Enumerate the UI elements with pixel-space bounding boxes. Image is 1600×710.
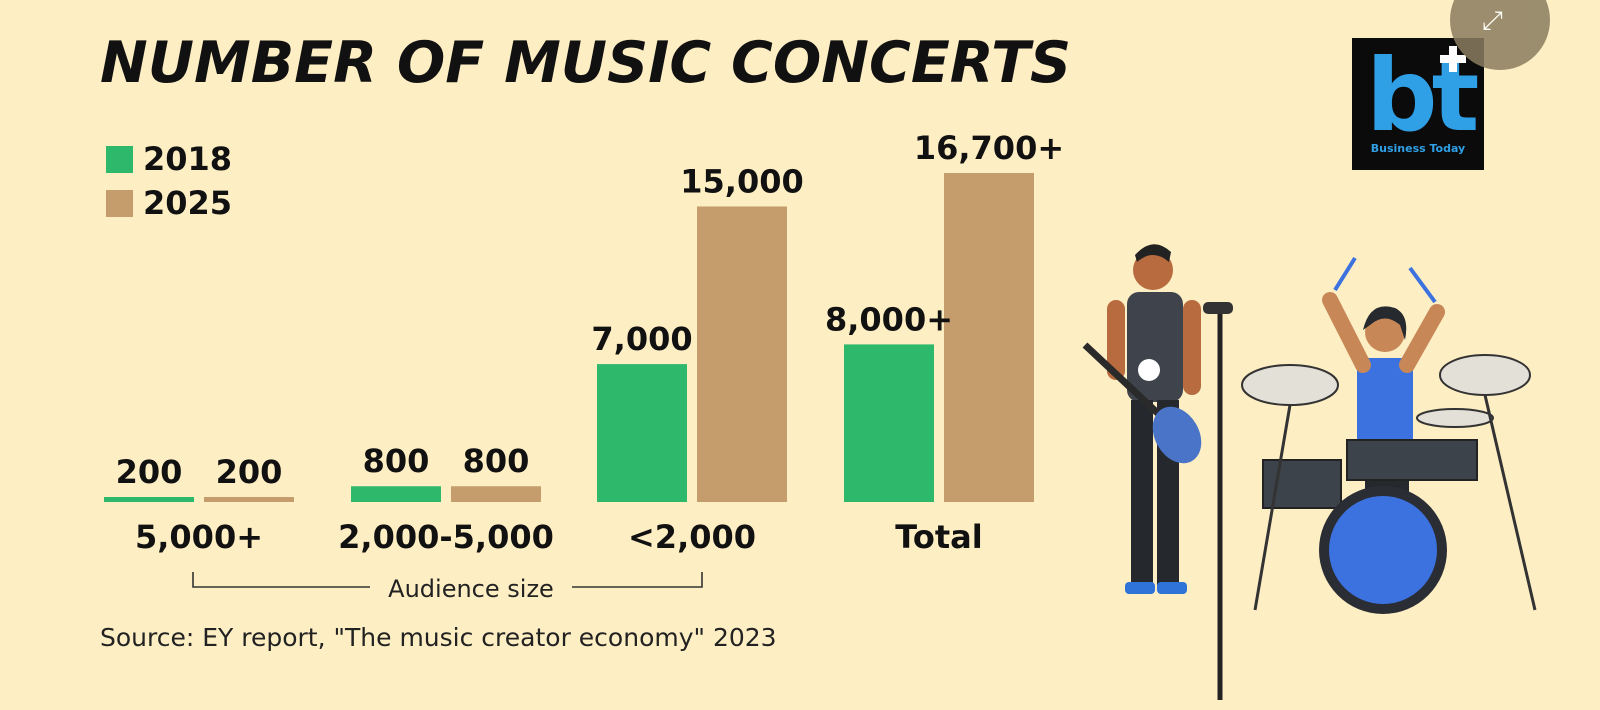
data-label-2018-5-000: 200: [116, 453, 183, 491]
category-label-2-000-5-000: 2,000-5,000: [338, 518, 554, 556]
logo-plus-icon: [1440, 46, 1466, 72]
bar-2025-5-000: [204, 497, 294, 502]
audience-size-bracket: Audience size: [192, 572, 703, 603]
legend: 2018 2025: [106, 137, 232, 225]
business-today-logo: bt Business Today: [1352, 38, 1484, 170]
data-label-2018-2-000: 7,000: [591, 320, 692, 358]
legend-item-2018: 2018: [106, 137, 232, 181]
axis-group-label: Audience size: [388, 575, 554, 603]
bar-2018-2-000: [597, 364, 687, 502]
logo-caption: Business Today: [1370, 142, 1466, 155]
legend-label-2025: 2025: [143, 184, 233, 222]
legend-swatch-2018: [106, 145, 133, 173]
bars-layer: [104, 173, 1034, 502]
bar-2025-2-000-5-000: [451, 486, 541, 502]
data-label-2018-2-000-5-000: 800: [363, 442, 430, 480]
labels-layer: 200 200 5,000+ 800 800 2,000-5,000 7,000 15,000…: [116, 129, 1065, 556]
data-label-2025-2-000: 15,000: [680, 162, 803, 200]
bar-2018-total: [844, 344, 934, 502]
data-label-2025-total: 16,700+: [914, 129, 1064, 167]
legend-swatch-2025: [106, 189, 133, 217]
chart-title: NUMBER OF MUSIC CONCERTS: [100, 30, 1072, 96]
data-label-2018-total: 8,000+: [825, 300, 953, 338]
legend-item-2025: 2025: [106, 181, 232, 225]
expand-icon: ⤢: [1482, 6, 1503, 36]
data-label-2025-2-000-5-000: 800: [463, 442, 530, 480]
category-label-total: Total: [895, 518, 982, 556]
legend-label-2018: 2018: [143, 140, 233, 178]
musicians-illustration: [1082, 244, 1537, 700]
category-label-5-000: 5,000+: [135, 518, 263, 556]
source-note: Source: EY report, "The music creator ec…: [100, 623, 777, 652]
bar-2018-5-000: [104, 497, 194, 502]
bar-2025-total: [944, 173, 1034, 502]
bar-2018-2-000-5-000: [351, 486, 441, 502]
drummer-figure: [1241, 256, 1537, 614]
bar-2025-2-000: [697, 206, 787, 502]
guitarist-figure: [1082, 244, 1202, 594]
data-label-2025-5-000: 200: [216, 453, 283, 491]
category-label-2-000: <2,000: [628, 518, 756, 556]
